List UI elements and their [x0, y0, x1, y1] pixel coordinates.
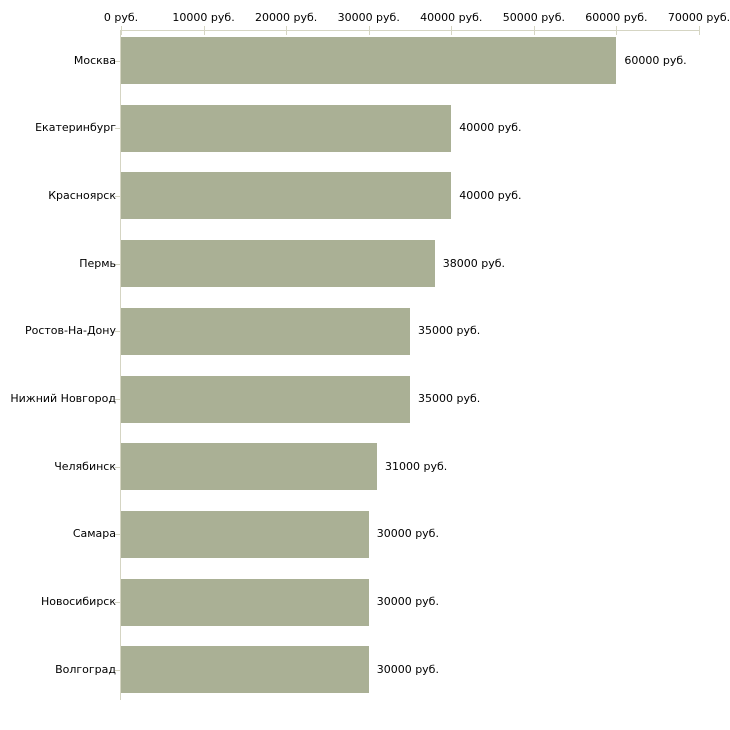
x-tick-label: 40000 руб. — [420, 11, 483, 24]
x-tick — [616, 26, 618, 35]
category-tick — [115, 60, 120, 62]
value-label: 31000 руб. — [384, 459, 448, 473]
x-tick-label: 70000 руб. — [667, 11, 730, 24]
category-label: Челябинск — [54, 459, 116, 473]
x-tick — [699, 26, 700, 35]
x-axis-line — [121, 30, 699, 31]
value-label: 60000 руб. — [624, 53, 687, 67]
category-tick — [115, 466, 120, 468]
value-label: 40000 руб. — [459, 121, 522, 135]
x-tick-label: 10000 руб. — [172, 11, 235, 24]
category-label: Екатеринбург — [35, 121, 116, 135]
value-label: 38000 руб. — [442, 256, 506, 270]
x-tick-label: 20000 руб. — [255, 11, 318, 24]
category-tick — [115, 128, 120, 130]
category-label: Самара — [72, 527, 116, 541]
category-label: Нижний Новгород — [10, 392, 116, 405]
category-label: Красноярск — [48, 188, 116, 202]
category-label: Волгоград — [55, 662, 116, 676]
x-tick — [121, 26, 122, 35]
bar — [121, 37, 617, 84]
x-tick-label: 0 руб. — [103, 11, 139, 24]
category-label: Москва — [73, 53, 116, 67]
x-tick — [286, 26, 288, 35]
bar — [121, 172, 452, 220]
category-label: Пермь — [79, 256, 116, 270]
bar — [121, 307, 410, 355]
category-tick — [115, 669, 120, 671]
category-tick — [115, 399, 120, 400]
value-label: 30000 руб. — [376, 595, 439, 609]
bar — [121, 510, 369, 558]
x-tick-label: 60000 руб. — [585, 11, 648, 24]
x-tick-label: 50000 руб. — [502, 11, 565, 24]
x-tick — [533, 26, 535, 35]
value-label: 40000 руб. — [459, 188, 522, 202]
value-label: 35000 руб. — [418, 324, 481, 338]
y-axis-line — [120, 30, 121, 700]
bar — [121, 104, 452, 152]
value-label: 30000 руб. — [376, 662, 439, 676]
bar — [121, 443, 377, 491]
bar — [121, 578, 369, 626]
x-tick-label: 30000 руб. — [337, 11, 400, 24]
category-tick — [115, 263, 120, 265]
x-tick — [368, 26, 370, 35]
category-tick — [115, 195, 120, 197]
bar — [121, 240, 435, 288]
category-label: Ростов-На-Дону — [24, 324, 116, 338]
category-tick — [115, 602, 120, 604]
value-label: 35000 руб. — [418, 392, 481, 405]
value-label: 30000 руб. — [376, 527, 439, 541]
x-tick — [203, 26, 205, 35]
category-label: Новосибирск — [40, 595, 116, 609]
category-tick — [115, 331, 120, 333]
category-tick — [115, 534, 120, 536]
bar — [121, 375, 410, 423]
x-tick — [451, 26, 453, 35]
bar — [121, 646, 369, 694]
